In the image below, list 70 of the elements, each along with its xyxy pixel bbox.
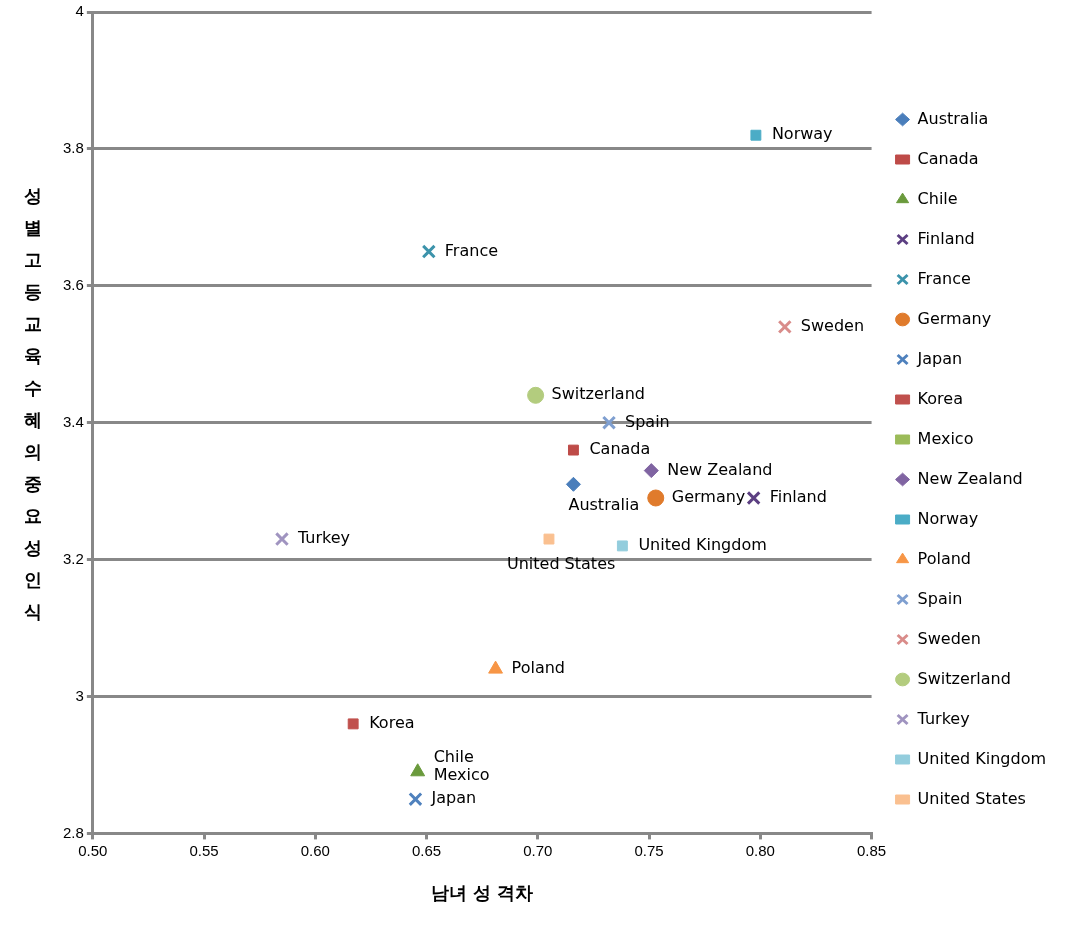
y-tick-label: 3.4 bbox=[62, 412, 84, 430]
point bbox=[347, 718, 359, 730]
text: New Zealand bbox=[667, 459, 773, 479]
text: 성별고등교육수혜의중요성인식 bbox=[24, 185, 42, 622]
x-tick-label: 0.50 bbox=[78, 841, 108, 859]
text: Germany bbox=[671, 487, 746, 507]
point bbox=[543, 533, 555, 545]
point bbox=[274, 531, 290, 547]
point bbox=[616, 540, 628, 552]
point bbox=[601, 415, 617, 430]
point bbox=[410, 763, 426, 777]
y-tick-label: 3.6 bbox=[62, 275, 84, 293]
y-tick-label: 3.8 bbox=[62, 139, 84, 157]
text: Japan bbox=[431, 788, 477, 808]
x-tick-label: 0.70 bbox=[523, 841, 553, 859]
legend-label: Canada bbox=[917, 148, 979, 168]
legend-label: Australia bbox=[917, 108, 989, 128]
legend-label: Sweden bbox=[917, 628, 981, 648]
text: Australia bbox=[568, 495, 640, 515]
x-tick-label: 0.60 bbox=[300, 841, 330, 859]
legend-label: New Zealand bbox=[917, 468, 1023, 488]
text: Korea bbox=[369, 713, 415, 733]
legend-label: Norway bbox=[917, 508, 979, 528]
x-axis-title: 남녀 성 격차 bbox=[430, 881, 534, 903]
text: France bbox=[444, 240, 499, 260]
legend-label: United Kingdom bbox=[917, 748, 1046, 768]
legend-label: United States bbox=[917, 788, 1026, 808]
legend-label: Switzerland bbox=[917, 668, 1011, 688]
y-tick-label: 3.2 bbox=[62, 549, 84, 567]
text: Switzerland bbox=[551, 384, 645, 404]
point bbox=[565, 476, 581, 492]
text: Mexico bbox=[433, 764, 490, 784]
x-tick-label: 0.85 bbox=[856, 841, 887, 859]
y-tick-label: 4 bbox=[75, 2, 84, 20]
legend-label: Finland bbox=[917, 228, 975, 248]
text: Norway bbox=[771, 124, 833, 144]
text: Chile bbox=[433, 746, 474, 766]
x-tick-label: 0.55 bbox=[189, 841, 219, 859]
point bbox=[746, 490, 761, 506]
x-tick-label: 0.80 bbox=[745, 841, 775, 859]
x-tick-label: 0.65 bbox=[411, 841, 442, 859]
point bbox=[421, 244, 436, 259]
text: Canada bbox=[589, 439, 651, 459]
legend-label: Chile bbox=[917, 188, 958, 208]
point bbox=[527, 386, 545, 404]
legend-label: Mexico bbox=[917, 428, 974, 448]
legend-label: Korea bbox=[917, 388, 963, 408]
legend-label: Poland bbox=[917, 548, 971, 568]
text: United States bbox=[506, 554, 616, 574]
point bbox=[647, 489, 665, 507]
point bbox=[408, 792, 423, 807]
point bbox=[643, 463, 659, 479]
y-tick-label: 2.8 bbox=[62, 823, 84, 841]
point bbox=[567, 444, 579, 456]
legend-label: Spain bbox=[917, 588, 963, 608]
point bbox=[777, 319, 792, 335]
legend-label: Germany bbox=[917, 308, 992, 328]
y-tick-label: 3 bbox=[75, 686, 84, 704]
text: Poland bbox=[511, 658, 565, 678]
legend-label: France bbox=[917, 268, 971, 288]
point bbox=[488, 660, 503, 674]
text: Finland bbox=[769, 487, 827, 507]
text: Sweden bbox=[800, 316, 865, 336]
point bbox=[750, 129, 762, 141]
text: Spain bbox=[625, 411, 670, 431]
text: Turkey bbox=[297, 528, 351, 548]
legend-label: Japan bbox=[916, 348, 963, 368]
x-tick-label: 0.75 bbox=[634, 841, 664, 859]
legend-label: Turkey bbox=[916, 708, 970, 728]
text: United Kingdom bbox=[638, 535, 767, 555]
